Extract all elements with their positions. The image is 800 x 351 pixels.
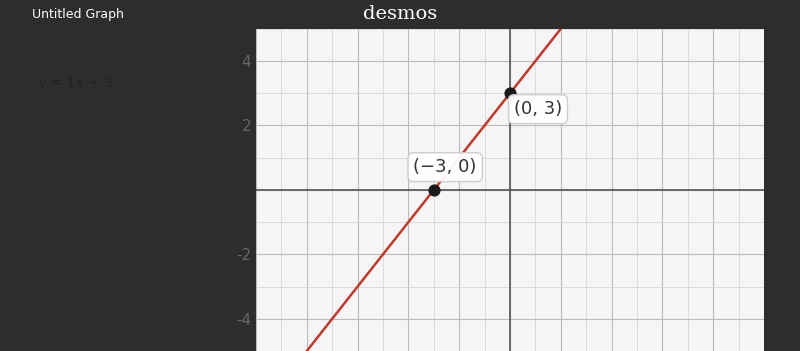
Text: (−3, 0): (−3, 0): [414, 158, 477, 176]
Text: Untitled Graph: Untitled Graph: [32, 8, 124, 21]
Text: desmos: desmos: [363, 5, 437, 24]
Text: (0, 3): (0, 3): [514, 100, 562, 118]
Point: [504, 91, 517, 96]
Text: y = 1x + 3: y = 1x + 3: [38, 76, 114, 90]
Point: [427, 187, 440, 193]
